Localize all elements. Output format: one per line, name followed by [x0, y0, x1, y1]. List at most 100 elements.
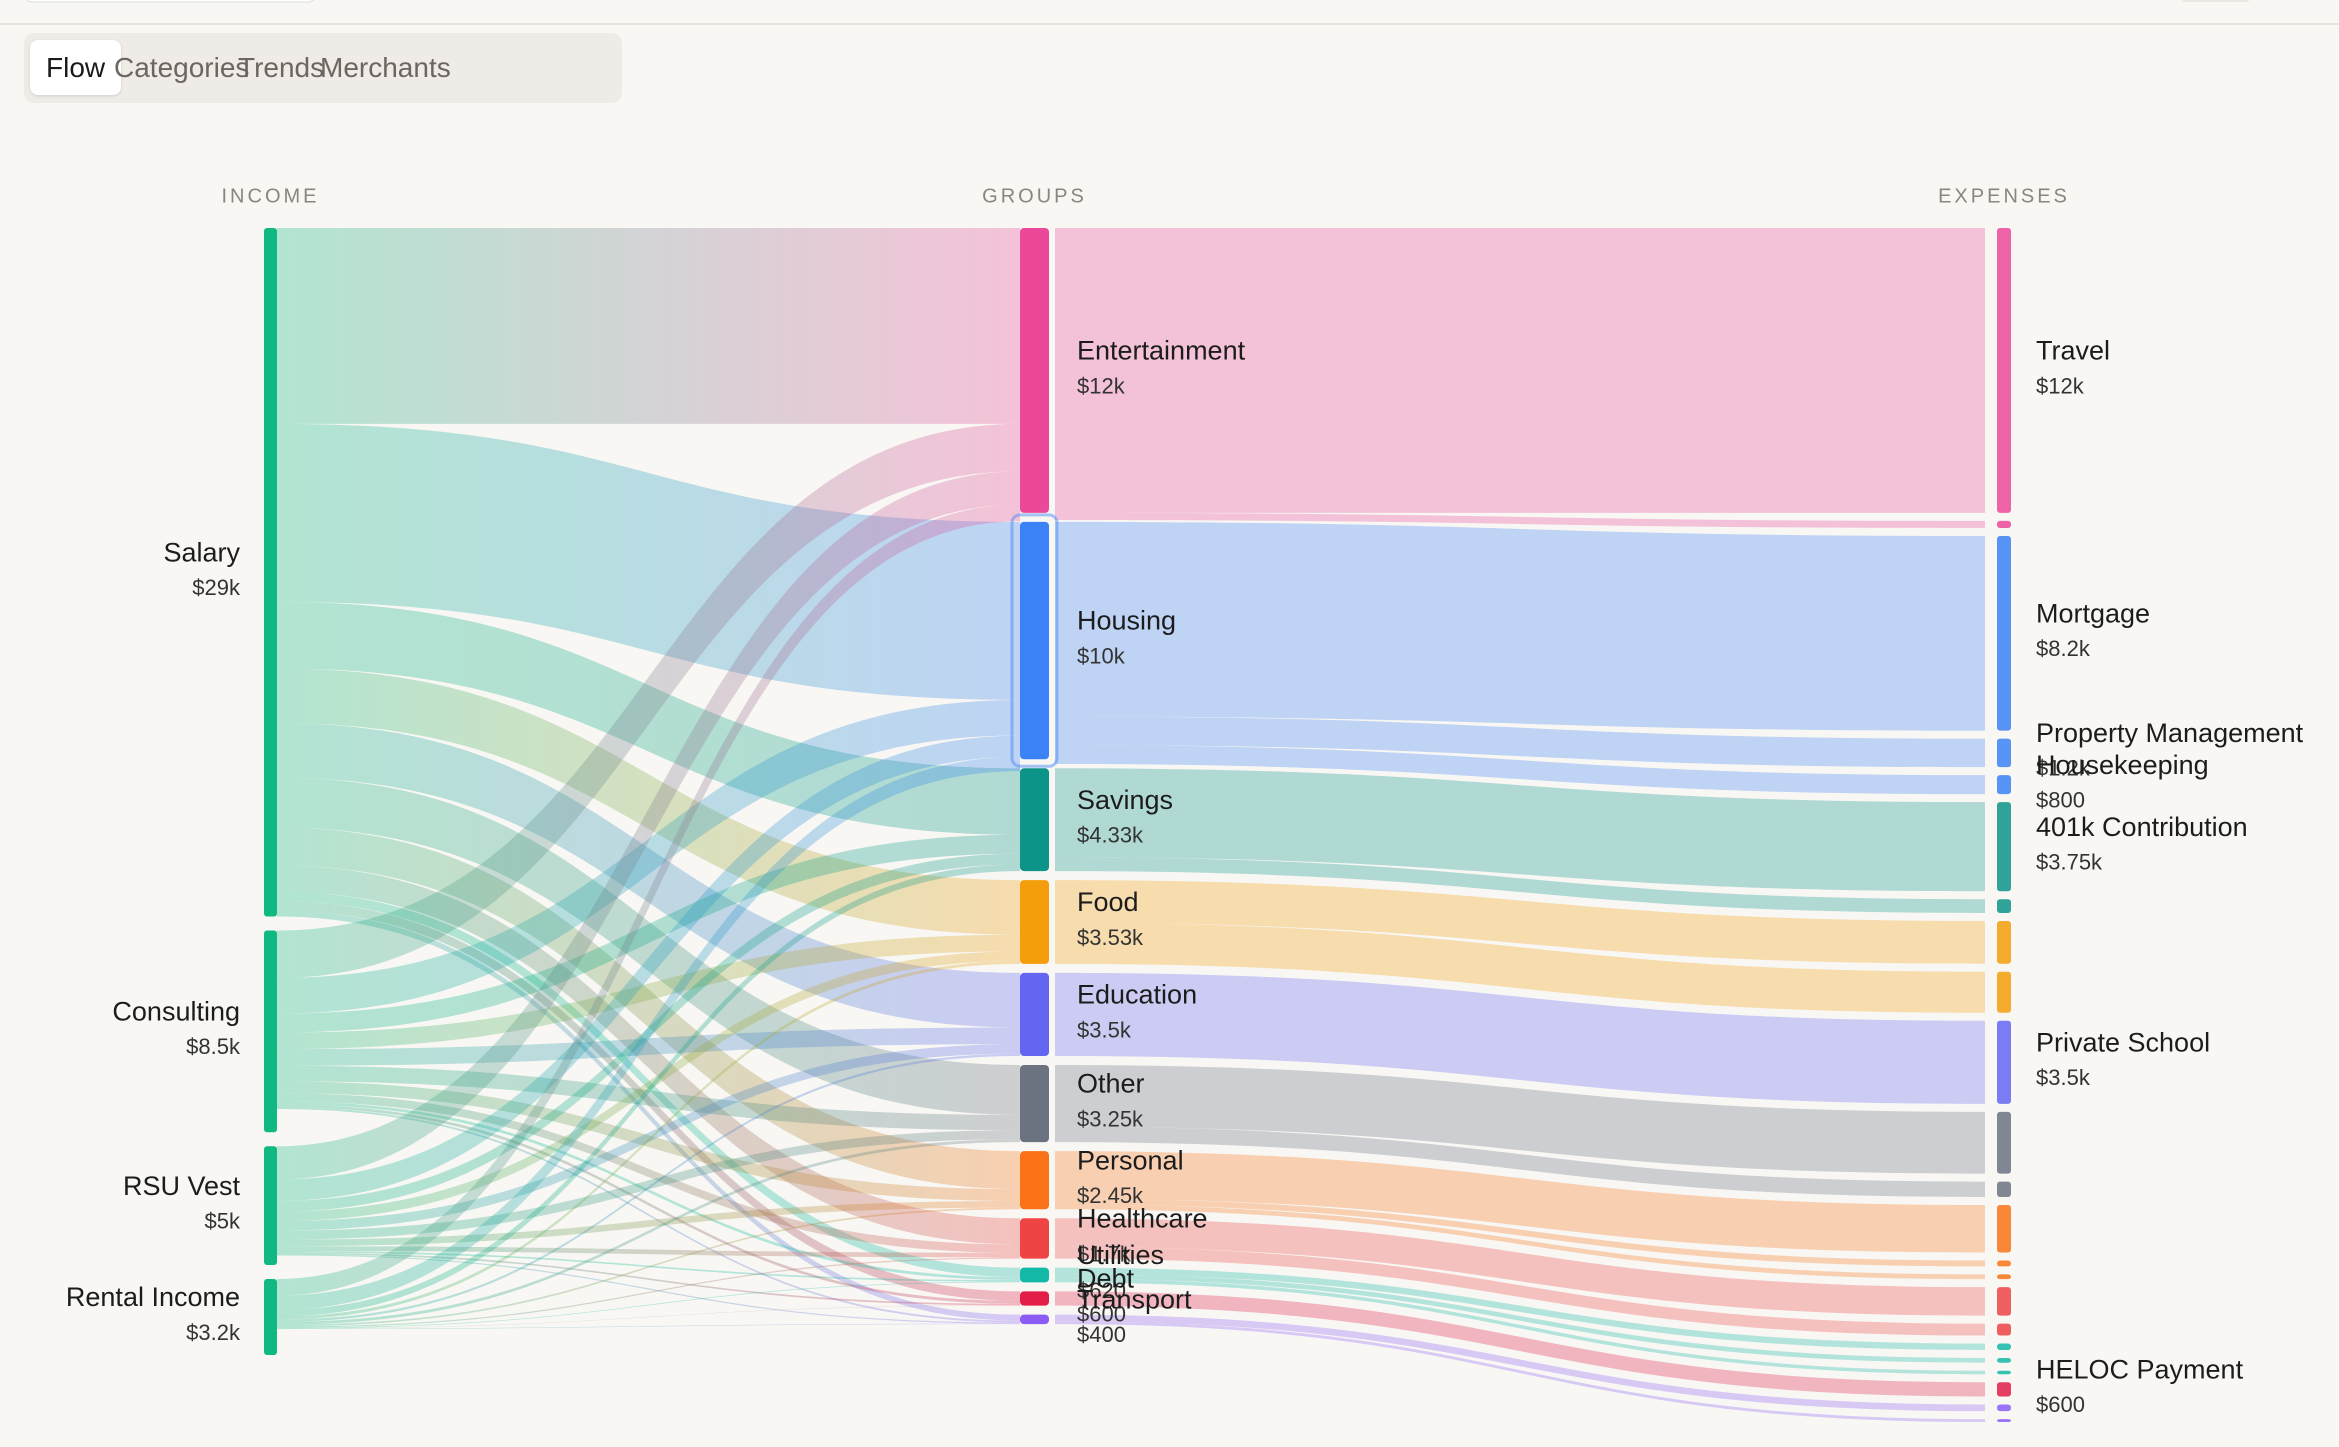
tab[interactable]: Categories	[114, 52, 250, 83]
flow-link	[277, 1257, 1020, 1328]
node-value: $8.5k	[186, 1034, 241, 1059]
flow-link	[277, 960, 1020, 1320]
node-label: Housekeeping	[2036, 750, 2209, 780]
tab[interactable]: Trends	[238, 52, 325, 83]
node-label: Savings	[1077, 785, 1173, 815]
node-value: $29k	[192, 575, 241, 600]
nodes: Salary $29k Consulting $8.5k RSU Vest $5k Rent…	[66, 228, 2304, 1422]
flow-link	[277, 777, 1020, 1115]
flow-link	[277, 735, 1020, 1201]
flow-link	[1055, 1218, 1985, 1316]
flow-link	[277, 1323, 1020, 1330]
flow-link	[1055, 1321, 1985, 1422]
node-value: $3.5k	[2036, 1065, 2091, 1090]
group-node	[1020, 1218, 1049, 1259]
top-button[interactable]	[2181, 0, 2250, 2]
flow-link	[277, 1207, 1020, 1327]
node-label: Healthcare	[1077, 1204, 1208, 1234]
node-value: $620	[1077, 1278, 1126, 1303]
flow-link	[277, 910, 1020, 1321]
flow-link	[277, 699, 1020, 1014]
node-value: $12k	[1077, 373, 1126, 398]
flow-link	[277, 1254, 1020, 1324]
flow-link	[277, 1305, 1020, 1329]
flow-link	[277, 1281, 1020, 1329]
expense-node	[1997, 1419, 2011, 1422]
flow-link	[277, 864, 1020, 1317]
flow-link	[1055, 228, 1985, 513]
expense-node	[1997, 1382, 2011, 1397]
node-label: Transport	[1077, 1285, 1192, 1315]
flow-link	[1055, 880, 1985, 964]
node-value: $2.45k	[1077, 1183, 1144, 1208]
flow-link	[277, 934, 1020, 1050]
flow-link	[277, 504, 1020, 1296]
income-node	[264, 1278, 277, 1355]
flow-link	[1055, 521, 1985, 731]
column-header: INCOME	[222, 185, 320, 207]
expense-node	[1997, 1287, 2011, 1316]
flow-link	[277, 834, 1020, 1033]
node-value: $3.25k	[1077, 1106, 1144, 1131]
node-value: $12k	[2036, 373, 2085, 398]
group-node	[1020, 521, 1049, 760]
expense-node	[1997, 1020, 2011, 1104]
flow-link	[1055, 1314, 1985, 1412]
flow-link	[277, 1130, 1020, 1240]
tab[interactable]: Flow	[30, 40, 122, 95]
expense-node	[1997, 228, 2011, 513]
flow-link	[277, 951, 1020, 1222]
node-label: 401k Contribution	[2036, 812, 2248, 842]
expense-node	[1997, 520, 2011, 529]
tab[interactable]: Merchants	[320, 52, 451, 83]
group-node	[1020, 1291, 1049, 1306]
node-label: Salary	[163, 537, 240, 567]
node-value: $600	[2036, 1392, 2085, 1417]
expense-node	[1997, 1260, 2011, 1267]
flow-link	[277, 1139, 1020, 1325]
flow-link	[277, 1044, 1020, 1231]
group-node	[1020, 1314, 1049, 1325]
node-label: Utilities	[1077, 1240, 1164, 1270]
node-value: $600	[1077, 1301, 1126, 1326]
flow-link	[1055, 768, 1985, 892]
expense-node	[1997, 802, 2011, 892]
flow-link	[1055, 1151, 1985, 1253]
flow-link	[277, 1201, 1020, 1247]
node-value: $8.2k	[2036, 636, 2091, 661]
node-value: $3.5k	[1077, 1017, 1132, 1042]
node-value: $5k	[205, 1208, 241, 1233]
node-value: $1.7k	[1077, 1241, 1132, 1266]
flow-link	[1055, 1198, 1985, 1267]
expense-node	[1997, 1404, 2011, 1412]
income-node	[264, 228, 277, 917]
node-label: HELOC Payment	[2036, 1355, 2244, 1385]
group-node	[1020, 768, 1049, 872]
expense-node	[1997, 775, 2011, 795]
group-node	[1020, 1151, 1049, 1210]
expense-node	[1997, 1370, 2011, 1375]
search-box[interactable]	[24, 0, 316, 3]
group-node	[1020, 880, 1049, 964]
tab-bar: Flow Categories Trends Merchants	[24, 33, 622, 103]
node-value: $3.2k	[186, 1320, 241, 1345]
flow-link	[277, 756, 1020, 1310]
node-label: Housing	[1077, 606, 1176, 636]
expense-node	[1997, 971, 2011, 1013]
expense-node	[1997, 1111, 2011, 1174]
column-header: EXPENSES	[1938, 185, 2070, 207]
node-label: Property Management	[2036, 718, 2304, 748]
flow-link	[1055, 1204, 1985, 1280]
group-node	[1020, 228, 1049, 513]
group-node	[1020, 972, 1049, 1056]
flow-link	[1055, 922, 1985, 1013]
expense-node	[1997, 738, 2011, 768]
income-node	[264, 930, 277, 1133]
expense-node	[1997, 1343, 2011, 1350]
node-label: Education	[1077, 980, 1197, 1010]
flow-link	[1055, 1267, 1985, 1350]
expense-node	[1997, 1274, 2011, 1280]
node-label: Food	[1077, 887, 1139, 917]
